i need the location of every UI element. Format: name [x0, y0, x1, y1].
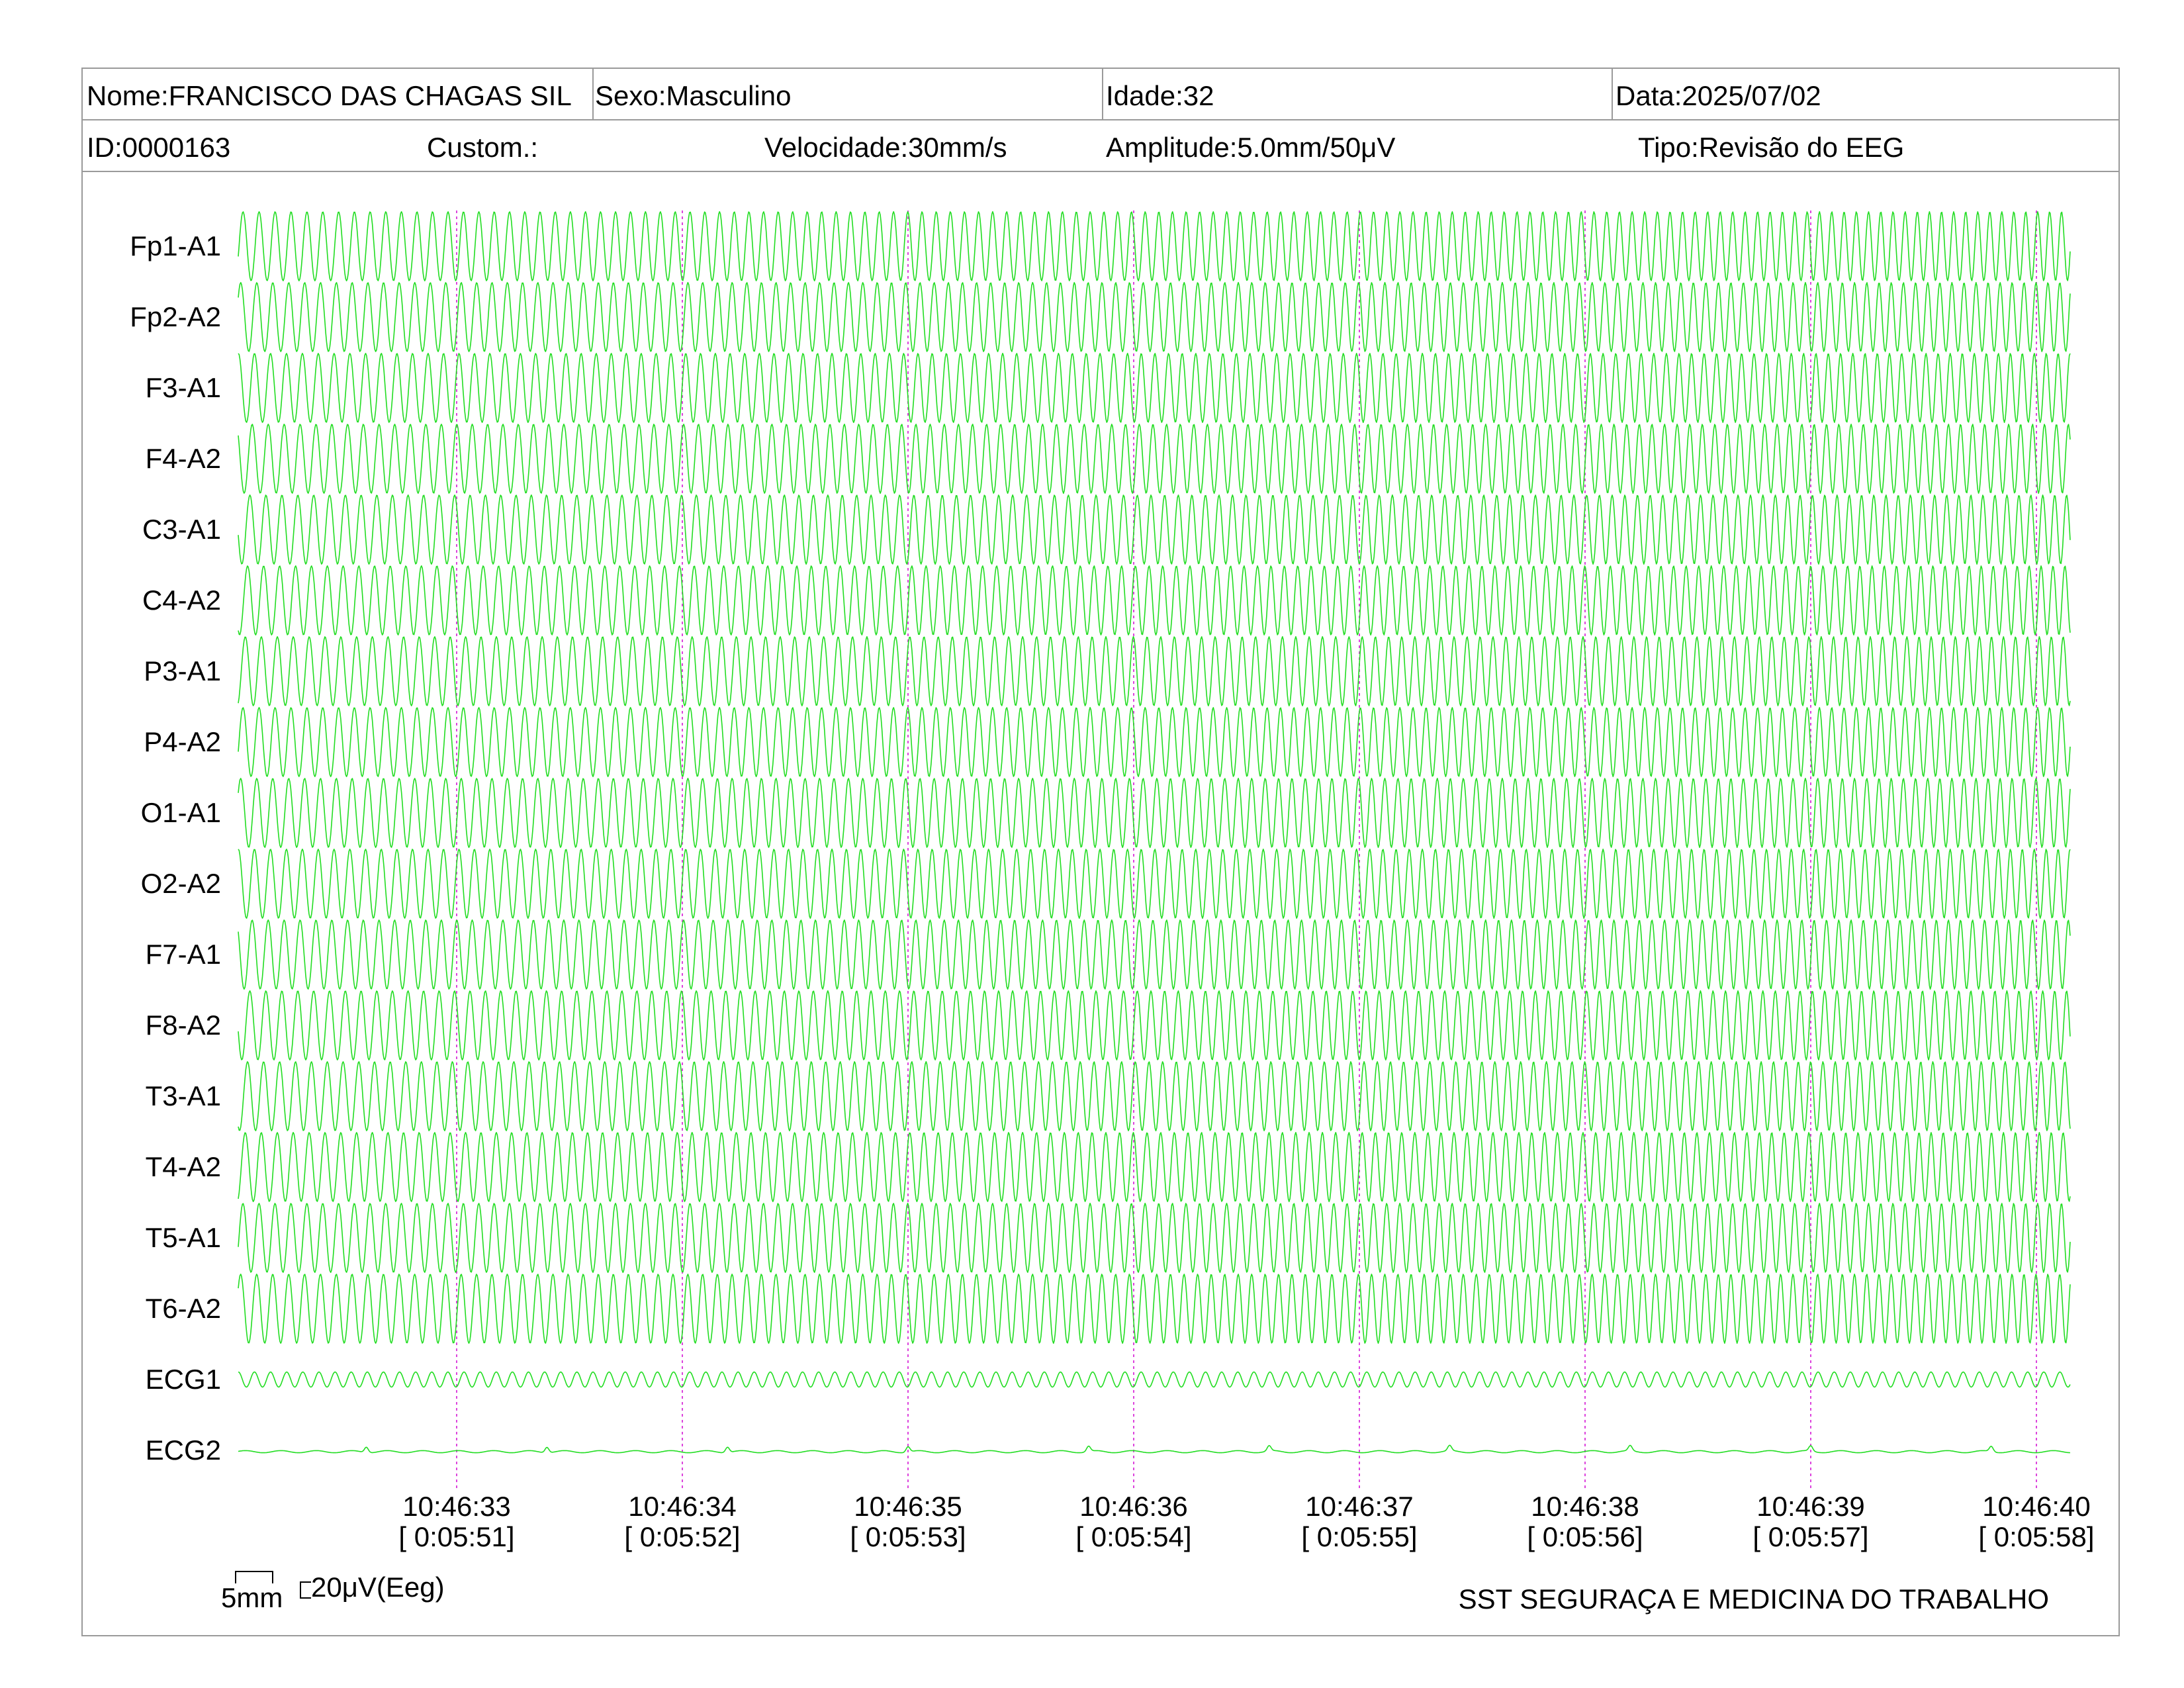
header-divider — [1612, 69, 1613, 120]
channel-label: T6-A2 — [146, 1293, 221, 1324]
channel-label: F4-A2 — [146, 443, 221, 474]
patient-id: ID:0000163 — [87, 132, 231, 163]
eeg-trace-f3-a1 — [238, 352, 2071, 424]
time-tick-clock: 10:46:38 — [1531, 1491, 1639, 1522]
time-tick-elapsed: [ 0:05:56] — [1527, 1521, 1643, 1552]
channel-label: T5-A1 — [146, 1222, 221, 1253]
time-tick-clock: 10:46:39 — [1756, 1491, 1865, 1522]
report-frame: Nome:FRANCISCO DAS CHAGAS SIL Sexo:Mascu… — [81, 68, 2120, 1636]
channel-label: P3-A1 — [144, 655, 221, 686]
time-tick-elapsed: [ 0:05:51] — [398, 1521, 514, 1552]
eeg-trace-p3-a1 — [238, 635, 2071, 706]
eeg-trace-ecg1 — [238, 1371, 2071, 1388]
eeg-trace-f7-a1 — [238, 919, 2071, 990]
eeg-trace-fp1-a1 — [238, 211, 2071, 282]
patient-name: Nome:FRANCISCO DAS CHAGAS SIL — [87, 80, 572, 111]
channel-label: ECG2 — [146, 1434, 221, 1466]
scale-bar-amplitude-icon — [300, 1581, 311, 1599]
patient-sex: Sexo:Masculino — [595, 80, 792, 111]
amplitude-setting: Amplitude:5.0mm/50μV — [1106, 132, 1396, 163]
eeg-trace-t6-a2 — [238, 1274, 2071, 1344]
eeg-trace-t3-a1 — [238, 1061, 2071, 1131]
eeg-trace-t5-a1 — [238, 1203, 2071, 1273]
time-tick-clock: 10:46:33 — [402, 1491, 511, 1522]
eeg-trace-ecg2 — [238, 1444, 2071, 1454]
scale-time-label: 5mm — [221, 1582, 283, 1613]
exam-date: Data:2025/07/02 — [1615, 80, 1821, 111]
header-divider — [1102, 69, 1103, 120]
time-tick-clock: 10:46:35 — [854, 1491, 962, 1522]
scale-bar-time-icon — [235, 1571, 273, 1583]
patient-age: Idade:32 — [1106, 80, 1214, 111]
time-tick-clock: 10:46:36 — [1079, 1491, 1188, 1522]
channel-label: O2-A2 — [141, 868, 221, 899]
time-tick-clock: 10:46:40 — [1982, 1491, 2091, 1522]
channel-label: T4-A2 — [146, 1151, 221, 1182]
eeg-trace-o2-a2 — [238, 849, 2071, 919]
scale-amp-label: 20μV(Eeg) — [311, 1571, 445, 1603]
channel-label: T3-A1 — [146, 1080, 221, 1111]
time-tick-elapsed: [ 0:05:55] — [1301, 1521, 1417, 1552]
time-tick-elapsed: [ 0:05:54] — [1075, 1521, 1191, 1552]
header-row-2: ID:0000163 Custom.: Velocidade:30mm/s Am… — [83, 120, 2118, 172]
channel-label: ECG1 — [146, 1364, 221, 1395]
channel-label: Fp2-A2 — [130, 301, 221, 332]
header-divider — [592, 69, 594, 120]
channel-label: O1-A1 — [141, 797, 221, 828]
time-tick-clock: 10:46:34 — [628, 1491, 737, 1522]
channel-label: F8-A2 — [146, 1009, 221, 1041]
time-tick-elapsed: [ 0:05:53] — [850, 1521, 966, 1552]
eeg-trace-f4-a2 — [238, 423, 2071, 494]
channel-label: F3-A1 — [146, 372, 221, 403]
channel-label: Fp1-A1 — [130, 230, 221, 261]
time-tick-clock: 10:46:37 — [1305, 1491, 1414, 1522]
time-tick-elapsed: [ 0:05:58] — [1978, 1521, 2094, 1552]
organization-name: SST SEGURAÇA E MEDICINA DO TRABALHO — [1459, 1583, 2049, 1615]
time-tick-elapsed: [ 0:05:52] — [624, 1521, 740, 1552]
time-tick-labels: 10:46:33[ 0:05:51] 10:46:34[ 0:05:52] 10:4… — [398, 1491, 2094, 1552]
channel-label: C4-A2 — [142, 585, 221, 616]
eeg-trace-c4-a2 — [238, 565, 2071, 636]
header-row-1: Nome:FRANCISCO DAS CHAGAS SIL Sexo:Mascu… — [83, 69, 2118, 120]
eeg-trace-t4-a2 — [238, 1132, 2071, 1202]
eeg-trace-c3-a1 — [238, 494, 2071, 565]
eeg-trace-p4-a2 — [238, 707, 2071, 777]
eeg-trace-f8-a2 — [238, 990, 2071, 1060]
exam-type: Tipo:Revisão do EEG — [1638, 132, 1905, 163]
time-markers — [456, 211, 2037, 1489]
eeg-traces — [238, 211, 2071, 1454]
custom-field: Custom.: — [427, 132, 539, 163]
eeg-trace-fp2-a2 — [238, 281, 2071, 353]
eeg-trace-o1-a1 — [238, 778, 2071, 848]
scale-bar: 5mm 20μV(Eeg) — [221, 1571, 445, 1613]
speed-setting: Velocidade:30mm/s — [764, 132, 1007, 163]
time-tick-elapsed: [ 0:05:57] — [1752, 1521, 1868, 1552]
channel-label: C3-A1 — [142, 514, 221, 545]
channel-labels: Fp1-A1 Fp2-A2 F3-A1 F4-A2 C3-A1 C4-A2 P3-A1 P4-… — [130, 230, 221, 1466]
channel-label: P4-A2 — [144, 726, 221, 757]
channel-label: F7-A1 — [146, 939, 221, 970]
